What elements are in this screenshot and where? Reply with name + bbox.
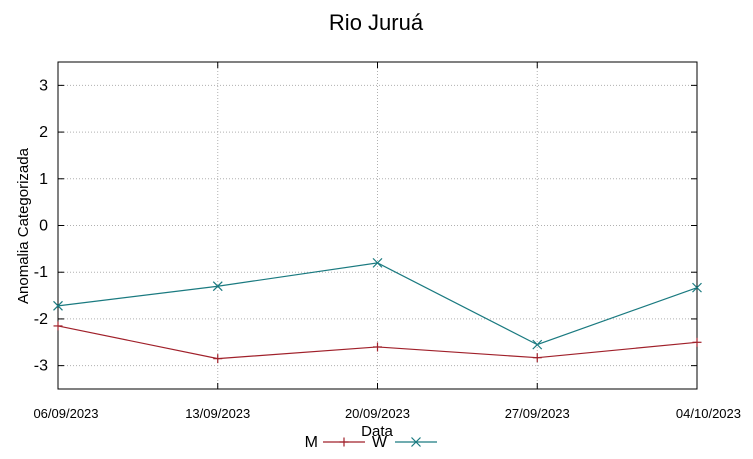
- data-point-w: [372, 257, 383, 268]
- y-tick-label: -3: [34, 358, 48, 375]
- series-lines: [53, 257, 702, 364]
- legend-marker-w: [411, 437, 421, 447]
- grid-lines: [57, 62, 698, 389]
- y-axis-ticks: 3 2 1 0 -1 -2 -3: [34, 77, 697, 375]
- x-tick-label: 20/09/2023: [345, 406, 410, 421]
- data-point-w: [532, 339, 543, 350]
- data-point-m: [692, 337, 702, 347]
- x-axis-ticks: 06/09/2023 13/09/2023 20/09/2023 27/09/2023…: [33, 62, 741, 421]
- data-point-w: [53, 300, 63, 311]
- legend-label-w: W: [372, 434, 388, 451]
- x-tick-label: 27/09/2023: [505, 406, 570, 421]
- chart-title: Rio Juruá: [329, 10, 424, 35]
- data-point-m: [213, 354, 223, 364]
- y-tick-label: 2: [39, 124, 48, 141]
- y-tick-label: 0: [39, 218, 48, 235]
- data-point-w: [212, 281, 223, 292]
- y-tick-label: -1: [34, 264, 48, 281]
- y-tick-label: -2: [34, 311, 48, 328]
- data-point-m: [532, 353, 542, 363]
- x-axis-label: Data: [361, 423, 393, 440]
- legend-label-m: M: [305, 434, 318, 451]
- y-axis-label: Anomalia Categorizada: [15, 147, 32, 304]
- data-point-m: [53, 321, 63, 331]
- x-tick-label: 13/09/2023: [185, 406, 250, 421]
- y-tick-label: 1: [39, 171, 48, 188]
- legend-marker-m: [339, 437, 349, 447]
- data-point-m: [373, 342, 382, 352]
- y-tick-label: 3: [39, 77, 48, 94]
- x-tick-label: 06/09/2023: [33, 406, 98, 421]
- x-tick-label: 04/10/2023: [676, 406, 741, 421]
- data-point-w: [692, 282, 702, 293]
